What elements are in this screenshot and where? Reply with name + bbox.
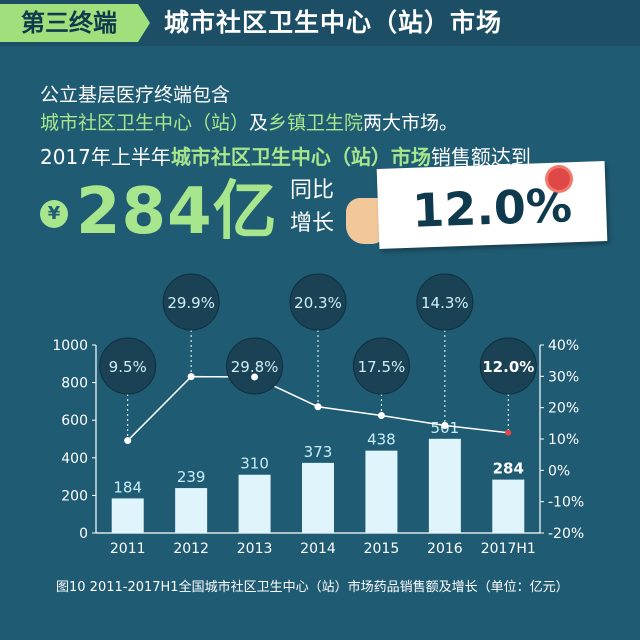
bar xyxy=(492,479,525,533)
left-tick-label: 600 xyxy=(61,413,88,429)
banner-title: 城市社区卫生中心（站）市场 xyxy=(164,8,503,37)
growth-label: 17.5% xyxy=(358,358,406,376)
bar-value-label: 310 xyxy=(240,455,269,473)
left-tick-label: 200 xyxy=(61,488,88,504)
left-tick-label: 0 xyxy=(79,526,88,542)
growth-point xyxy=(441,422,449,430)
growth-bubble xyxy=(162,273,220,331)
x-tick-label: 2012 xyxy=(173,541,209,557)
growth-label: 29.9% xyxy=(167,294,215,312)
bar xyxy=(111,498,144,533)
growth-point xyxy=(124,437,132,445)
growth-bubble xyxy=(479,337,537,395)
bar xyxy=(175,488,208,533)
growth-label: 20.3% xyxy=(294,294,342,312)
growth-label: 29.8% xyxy=(231,358,279,376)
growth-bubble xyxy=(352,337,410,395)
growth-point xyxy=(251,373,259,381)
bar xyxy=(238,474,271,533)
bar-value-label: 239 xyxy=(177,468,206,486)
highlight-rural: 乡镇卫生院 xyxy=(268,112,364,134)
bar xyxy=(302,462,334,533)
section-tag-arrow xyxy=(138,4,150,42)
right-tick-label: -10% xyxy=(548,495,584,511)
intro-text: 2017年上半年 xyxy=(40,145,171,169)
growth-label: 14.3% xyxy=(421,294,469,312)
headline-value: 284亿 xyxy=(76,175,278,249)
highlight-market: 城市社区卫生中心（站）市场 xyxy=(170,145,431,169)
growth-point xyxy=(377,412,385,419)
growth-point xyxy=(187,373,195,381)
right-tick-label: 10% xyxy=(548,432,579,448)
bar-value-label: 373 xyxy=(304,443,333,461)
x-tick-label: 2014 xyxy=(300,541,336,557)
growth-label: 9.5% xyxy=(109,358,147,376)
x-tick-label: 2016 xyxy=(427,541,463,557)
x-tick-label: 2011 xyxy=(110,541,146,557)
x-tick-label: 2013 xyxy=(237,541,273,557)
growth-bubble xyxy=(416,273,474,331)
growth-bubble xyxy=(99,337,157,395)
right-tick-label: 40% xyxy=(548,338,579,354)
right-tick-label: 30% xyxy=(548,369,579,385)
right-tick-label: -20% xyxy=(548,526,584,542)
x-tick-label: 2017H1 xyxy=(481,541,536,557)
left-tick-label: 400 xyxy=(61,451,88,467)
highlight-urban: 城市社区卫生中心（站） xyxy=(40,112,250,134)
growth-label: 12.0% xyxy=(482,358,534,376)
intro-text: 及 xyxy=(249,112,269,134)
left-tick-label: 800 xyxy=(61,376,88,392)
intro-text: 两大市场。 xyxy=(363,112,459,134)
x-tick-label: 2015 xyxy=(364,541,400,557)
chart-caption: 图10 2011-2017H1全国城市社区卫生中心（站）市场药品销售额及增长（单… xyxy=(56,580,569,595)
intro-line-2: 城市社区卫生中心（站）及乡镇卫生院两大市场。 xyxy=(40,108,458,135)
growth-point xyxy=(505,429,512,436)
bar xyxy=(428,438,461,533)
growth-bubble xyxy=(289,273,347,331)
intro-text: 公立基层医疗终端包含 xyxy=(40,84,231,106)
right-tick-label: 20% xyxy=(548,401,579,417)
bar-value-label: 184 xyxy=(113,478,142,496)
yen-icon: ¥ xyxy=(40,200,68,228)
yoy-label-2: 增长 xyxy=(290,211,335,236)
intro-line-3: 2017年上半年城市社区卫生中心（站）市场销售额达到 xyxy=(40,141,531,170)
bar-value-label: 438 xyxy=(367,431,396,449)
growth-bubble xyxy=(226,337,284,395)
intro-line-1: 公立基层医疗终端包含 xyxy=(40,80,230,107)
right-tick-label: 0% xyxy=(548,463,570,479)
bar xyxy=(365,450,398,533)
award-ribbon-icon xyxy=(548,168,570,190)
growth-point xyxy=(314,403,322,411)
bar-value-label: 284 xyxy=(493,460,524,478)
yoy-label-1: 同比 xyxy=(290,178,335,203)
left-tick-label: 1000 xyxy=(52,338,88,354)
section-tag: 第三终端 xyxy=(0,4,138,42)
